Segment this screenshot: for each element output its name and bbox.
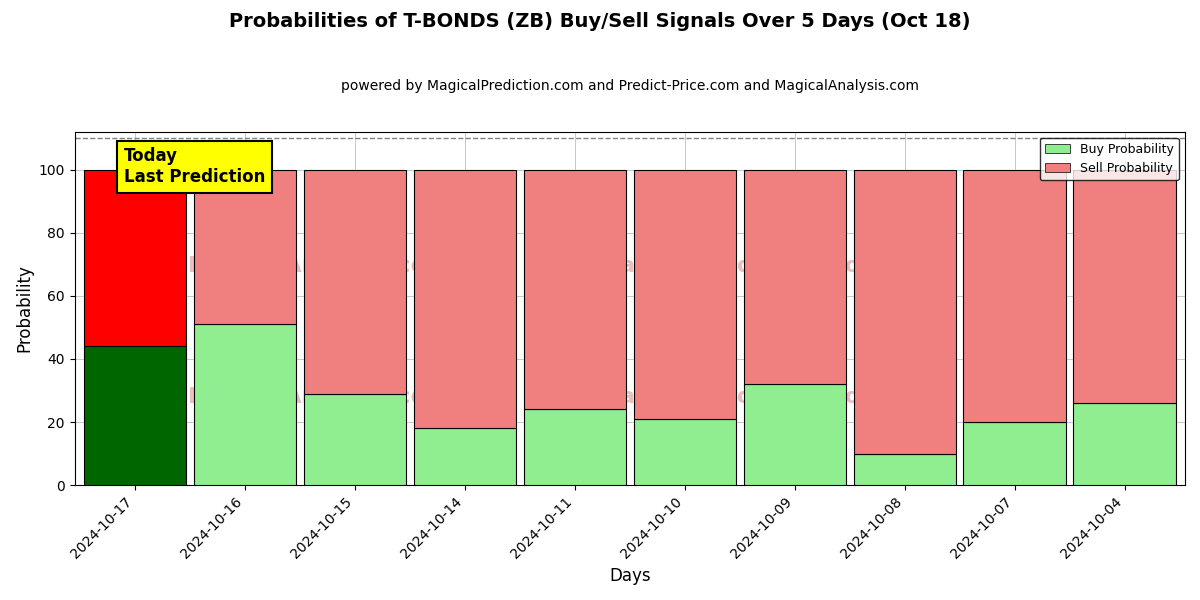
Text: Probabilities of T-BONDS (ZB) Buy/Sell Signals Over 5 Days (Oct 18): Probabilities of T-BONDS (ZB) Buy/Sell S… — [229, 12, 971, 31]
X-axis label: Days: Days — [610, 567, 650, 585]
Bar — [304, 394, 406, 485]
Bar — [414, 170, 516, 428]
Bar — [744, 170, 846, 384]
Title: powered by MagicalPrediction.com and Predict-Price.com and MagicalAnalysis.com: powered by MagicalPrediction.com and Pre… — [341, 79, 919, 93]
Bar — [634, 419, 736, 485]
Bar — [194, 170, 296, 324]
Text: Today
Last Prediction: Today Last Prediction — [124, 148, 265, 186]
Bar — [1074, 170, 1176, 403]
Bar — [853, 170, 955, 454]
Text: MagicalAnalysis.com: MagicalAnalysis.com — [188, 256, 450, 276]
Bar — [194, 324, 296, 485]
Bar — [964, 422, 1066, 485]
Legend: Buy Probability, Sell Probability: Buy Probability, Sell Probability — [1040, 138, 1178, 180]
Text: MagicalPrediction.com: MagicalPrediction.com — [598, 256, 883, 276]
Bar — [1074, 403, 1176, 485]
Text: MagicalPrediction.com: MagicalPrediction.com — [598, 387, 883, 407]
Bar — [964, 170, 1066, 422]
Bar — [744, 384, 846, 485]
Bar — [523, 409, 626, 485]
Y-axis label: Probability: Probability — [16, 265, 34, 352]
Bar — [414, 428, 516, 485]
Text: MagicalAnalysis.com: MagicalAnalysis.com — [188, 387, 450, 407]
Bar — [853, 454, 955, 485]
Bar — [523, 170, 626, 409]
Bar — [84, 346, 186, 485]
Bar — [634, 170, 736, 419]
Bar — [304, 170, 406, 394]
Bar — [84, 170, 186, 346]
